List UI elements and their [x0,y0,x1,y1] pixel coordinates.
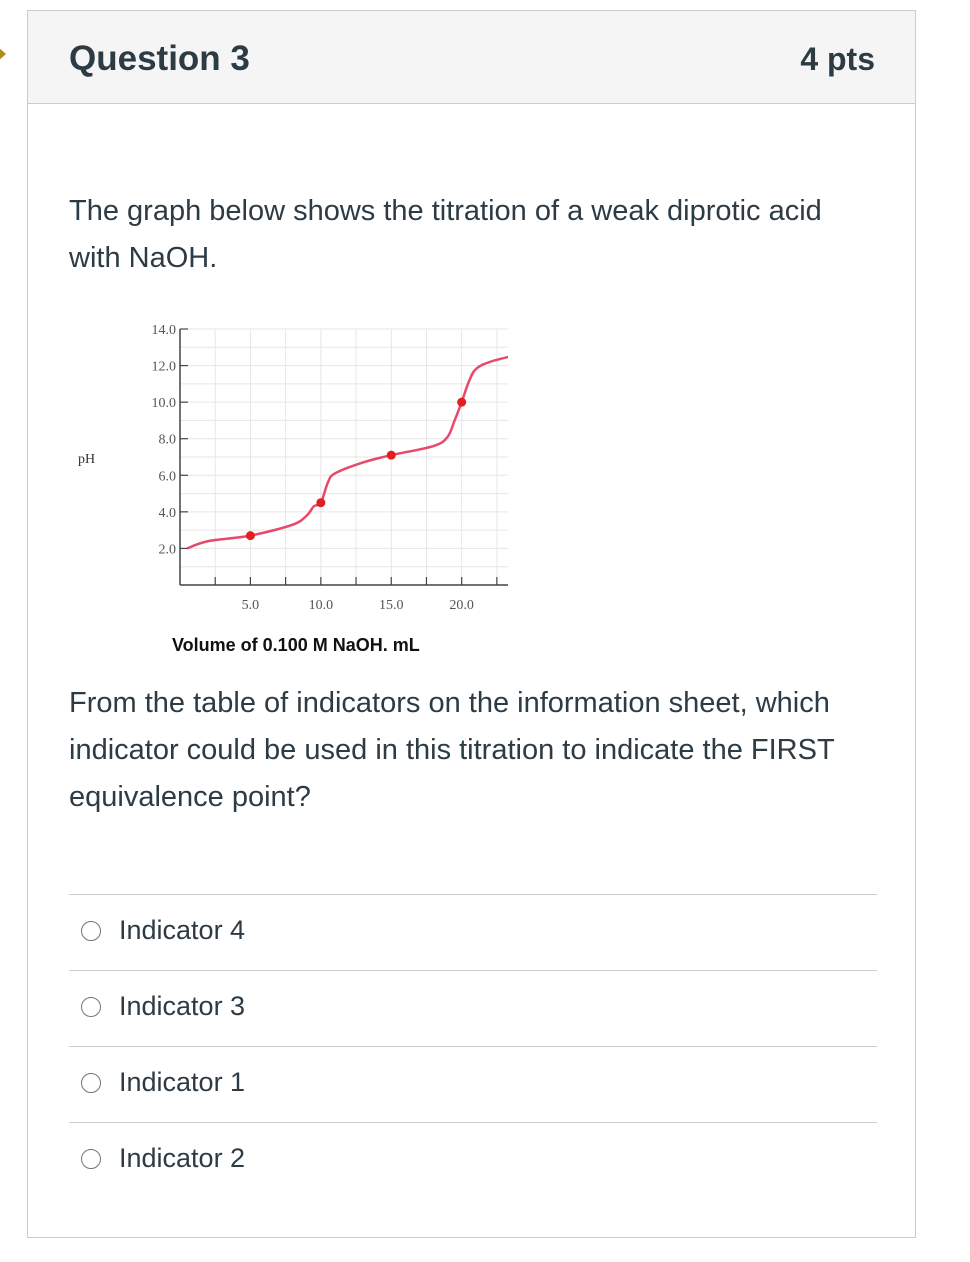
y-tick-label: 14.0 [152,323,177,338]
curve-point [386,450,396,460]
radio-button[interactable] [81,1073,101,1093]
answer-option[interactable]: Indicator 1 [69,1046,877,1122]
x-tick-label: 15.0 [379,598,404,613]
y-tick-label: 8.0 [159,433,177,448]
y-tick-label: 12.0 [152,360,177,375]
question-points: 4 pts [800,41,875,77]
question-title: Question 3 [69,39,250,78]
radio-button[interactable] [81,921,101,941]
answer-label: Indicator 1 [119,1067,246,1097]
y-tick-label: 4.0 [159,506,177,521]
radio-button[interactable] [81,997,101,1017]
y-tick-label: 2.0 [159,542,177,557]
y-tick-label: 6.0 [159,469,177,484]
question-text-intro: The graph below shows the titration of a… [69,195,822,274]
radio-button[interactable] [81,1149,101,1169]
question-card: Question 3 4 pts The graph below shows t… [27,10,916,1238]
titration-graph: 2.0 4.0 6.0 8.0 10.0 12.0 14.0 5.0 10.0 15.0 20.0 … [68,311,508,651]
answer-option[interactable]: Indicator 4 [69,894,877,970]
answer-label: Indicator 4 [119,915,246,945]
answer-option[interactable]: Indicator 2 [69,1122,877,1198]
x-tick-label: 20.0 [449,598,474,613]
titration-curve [186,355,508,550]
curve-point [316,498,326,508]
question-flag-marker [0,40,6,68]
x-axis-label: Volume of 0.100 M NaOH, mL [172,635,420,651]
answer-label: Indicator 3 [119,991,246,1021]
x-tick-label: 10.0 [309,598,334,613]
curve-point [457,397,467,407]
y-tick-label: 10.0 [152,396,177,411]
question-text-prompt: From the table of indicators on the info… [69,687,835,813]
titration-chart-svg: 2.04.06.08.010.012.014.05.0 10.0 15.0 20.0 … [78,323,508,651]
answer-label: Indicator 2 [119,1143,246,1173]
answer-option[interactable]: Indicator 3 [69,970,877,1046]
answer-list: Indicator 4 Indicator 3 Indicator 1 Indi… [69,894,877,1198]
x-tick-label: 5.0 [242,598,260,613]
y-axis-label: pH [78,452,95,467]
question-header: Question 3 4 pts [28,11,915,104]
curve-point [245,531,255,541]
